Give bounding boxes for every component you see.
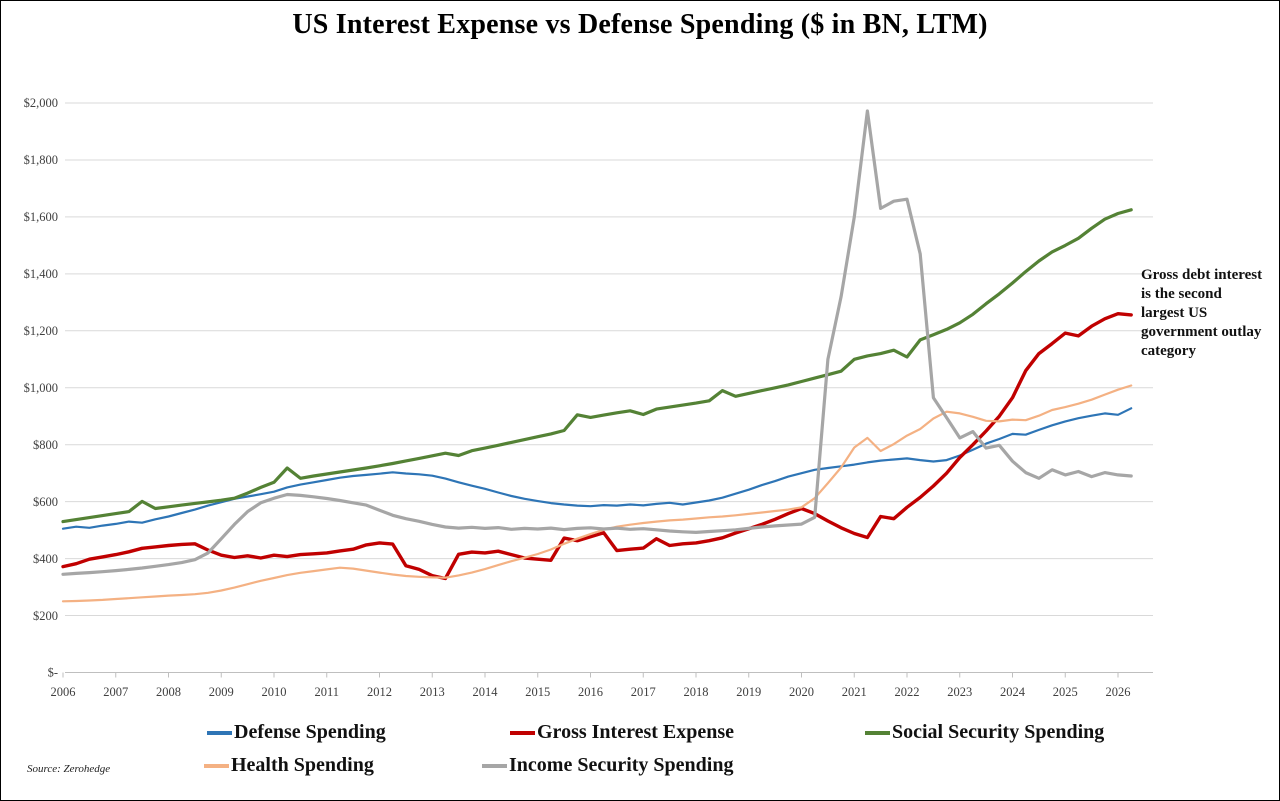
x-tick-label: 2007 [103, 685, 128, 699]
x-tick-label: 2023 [947, 685, 972, 699]
x-tick-label: 2019 [736, 685, 761, 699]
y-tick-label: $400 [33, 552, 58, 566]
chart-title: US Interest Expense vs Defense Spending … [292, 9, 988, 40]
legend-marker-icon [207, 730, 232, 735]
y-tick-label: $2,000 [24, 96, 58, 110]
series-line-health-spending [61, 384, 1133, 603]
series-line-social-security-spending [61, 208, 1133, 524]
series-line-gross-interest-expense [61, 312, 1133, 581]
legend-item-social-security-spending: Social Security Spending [865, 721, 1104, 744]
annotation-text: Gross debt interest is the second larges… [1141, 267, 1263, 359]
x-tick-label: 2012 [367, 685, 392, 699]
x-tick-label: 2026 [1106, 685, 1131, 699]
legend-label: Social Security Spending [892, 721, 1105, 743]
x-tick-label: 2014 [473, 685, 499, 699]
legend-label: Gross Interest Expense [537, 721, 735, 743]
series-line-income-security-spending [61, 109, 1133, 576]
x-tick-label: 2025 [1053, 685, 1078, 699]
x-tick-label: 2006 [51, 685, 76, 699]
x-tick-label: 2011 [314, 685, 339, 699]
legend-marker-icon [204, 763, 229, 768]
x-tick-label: 2021 [842, 685, 867, 699]
y-tick-label: $- [48, 666, 58, 680]
x-tick-label: 2015 [525, 685, 550, 699]
legend-marker-icon [510, 730, 535, 735]
x-tick-label: 2010 [262, 685, 287, 699]
x-tick-label: 2013 [420, 685, 445, 699]
y-tick-label: $1,200 [24, 324, 58, 338]
y-tick-label: $1,600 [24, 210, 58, 224]
legend-item-gross-interest-expense: Gross Interest Expense [510, 721, 734, 744]
y-tick-label: $800 [33, 438, 58, 452]
source-credit: Source: Zerohedge [27, 763, 111, 775]
y-tick-label: $1,400 [24, 267, 58, 281]
legend-item-income-security-spending: Income Security Spending [482, 754, 733, 777]
series-line-defense-spending [61, 407, 1133, 530]
x-tick-label: 2017 [631, 685, 656, 699]
legend-item-health-spending: Health Spending [204, 754, 374, 777]
y-tick-label: $1,800 [24, 153, 58, 167]
x-tick-label: 2024 [1000, 685, 1026, 699]
y-tick-label: $1,000 [24, 381, 58, 395]
legend-marker-icon [482, 763, 507, 768]
legend-marker-icon [865, 730, 890, 735]
y-tick-label: $600 [33, 495, 58, 509]
x-tick-label: 2018 [684, 685, 709, 699]
legend-label: Income Security Spending [509, 754, 734, 776]
x-tick-label: 2020 [789, 685, 814, 699]
legend-label: Health Spending [231, 754, 374, 776]
x-tick-label: 2009 [209, 685, 234, 699]
legend-item-defense-spending: Defense Spending [207, 721, 386, 744]
x-tick-label: 2022 [895, 685, 920, 699]
legend-label: Defense Spending [234, 721, 386, 743]
y-tick-label: $200 [33, 609, 58, 623]
x-tick-label: 2016 [578, 685, 603, 699]
x-tick-label: 2008 [156, 685, 181, 699]
